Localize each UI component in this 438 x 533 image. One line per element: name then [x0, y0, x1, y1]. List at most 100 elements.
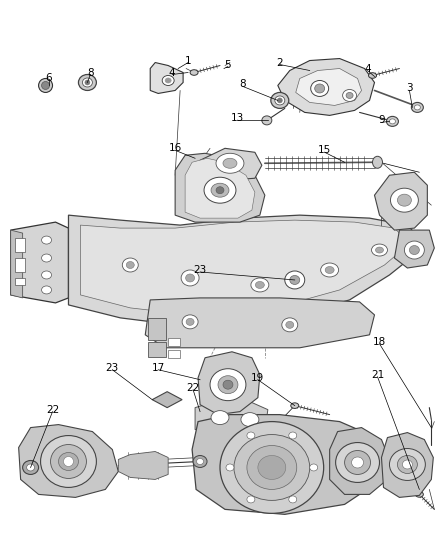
Ellipse shape: [210, 369, 246, 401]
Ellipse shape: [285, 271, 305, 289]
Ellipse shape: [411, 102, 424, 112]
Text: 9: 9: [378, 115, 385, 125]
Ellipse shape: [415, 491, 424, 497]
Ellipse shape: [389, 119, 396, 124]
Bar: [168, 350, 180, 358]
Ellipse shape: [325, 266, 334, 273]
Polygon shape: [150, 62, 183, 93]
Text: 22: 22: [187, 383, 200, 393]
Ellipse shape: [289, 432, 297, 439]
Text: 21: 21: [371, 370, 384, 379]
Text: 4: 4: [364, 63, 371, 74]
Ellipse shape: [371, 244, 388, 256]
Polygon shape: [381, 433, 433, 497]
Ellipse shape: [247, 446, 297, 489]
Ellipse shape: [277, 98, 283, 103]
Ellipse shape: [290, 276, 300, 285]
Text: 15: 15: [318, 146, 331, 155]
Ellipse shape: [346, 92, 353, 99]
Ellipse shape: [186, 318, 194, 325]
Ellipse shape: [251, 278, 269, 292]
Polygon shape: [118, 451, 168, 480]
Text: 4: 4: [169, 68, 176, 77]
Ellipse shape: [375, 247, 384, 253]
Ellipse shape: [275, 96, 285, 105]
Polygon shape: [68, 215, 419, 328]
Ellipse shape: [78, 75, 96, 91]
Ellipse shape: [216, 187, 224, 193]
Bar: [14, 278, 25, 285]
Ellipse shape: [42, 271, 52, 279]
Ellipse shape: [372, 156, 382, 168]
Text: 22: 22: [46, 405, 59, 415]
Polygon shape: [192, 415, 379, 514]
Polygon shape: [374, 172, 427, 230]
Ellipse shape: [226, 464, 234, 471]
Ellipse shape: [211, 183, 229, 197]
Ellipse shape: [314, 84, 325, 93]
Ellipse shape: [247, 432, 255, 439]
Ellipse shape: [162, 76, 174, 85]
Ellipse shape: [255, 281, 265, 288]
Bar: [148, 318, 166, 340]
Text: 16: 16: [169, 143, 182, 154]
Ellipse shape: [414, 105, 420, 110]
Ellipse shape: [190, 70, 198, 75]
Ellipse shape: [204, 177, 236, 203]
Polygon shape: [195, 402, 268, 432]
Polygon shape: [145, 298, 374, 348]
Ellipse shape: [262, 116, 272, 125]
Ellipse shape: [42, 286, 52, 294]
Ellipse shape: [216, 154, 244, 173]
Ellipse shape: [223, 158, 237, 168]
Ellipse shape: [410, 246, 419, 255]
Ellipse shape: [85, 80, 90, 85]
Polygon shape: [200, 148, 262, 180]
Polygon shape: [11, 222, 68, 303]
Ellipse shape: [241, 413, 259, 426]
Ellipse shape: [403, 460, 413, 469]
Text: 23: 23: [194, 265, 207, 275]
Ellipse shape: [165, 78, 171, 83]
Ellipse shape: [286, 321, 294, 328]
Ellipse shape: [321, 263, 339, 277]
Ellipse shape: [211, 410, 229, 425]
Polygon shape: [152, 392, 182, 408]
Ellipse shape: [218, 376, 238, 394]
Ellipse shape: [336, 442, 379, 482]
Text: 18: 18: [373, 337, 386, 347]
Polygon shape: [330, 427, 389, 495]
Bar: [148, 342, 166, 357]
Ellipse shape: [397, 194, 411, 206]
Text: 17: 17: [152, 363, 165, 373]
Ellipse shape: [59, 453, 78, 471]
Text: 5: 5: [225, 60, 231, 69]
Polygon shape: [296, 69, 361, 106]
Ellipse shape: [343, 90, 357, 101]
Ellipse shape: [234, 434, 310, 500]
Ellipse shape: [197, 458, 204, 464]
Polygon shape: [278, 59, 374, 116]
Text: 2: 2: [276, 58, 283, 68]
Ellipse shape: [39, 78, 53, 92]
Ellipse shape: [23, 461, 39, 474]
Ellipse shape: [258, 456, 286, 480]
Text: 13: 13: [230, 114, 244, 123]
Ellipse shape: [82, 78, 92, 87]
Ellipse shape: [282, 318, 298, 332]
Text: 3: 3: [406, 84, 413, 93]
Ellipse shape: [310, 464, 318, 471]
Ellipse shape: [390, 188, 418, 212]
Ellipse shape: [186, 274, 194, 282]
Text: 1: 1: [185, 55, 191, 66]
Polygon shape: [198, 352, 260, 415]
Ellipse shape: [220, 422, 324, 513]
Text: 19: 19: [251, 373, 265, 383]
Polygon shape: [185, 158, 255, 218]
Bar: [14, 238, 25, 252]
Polygon shape: [175, 154, 265, 222]
Ellipse shape: [397, 456, 417, 473]
Polygon shape: [19, 425, 118, 497]
Text: 6: 6: [45, 74, 52, 84]
Polygon shape: [395, 230, 434, 268]
